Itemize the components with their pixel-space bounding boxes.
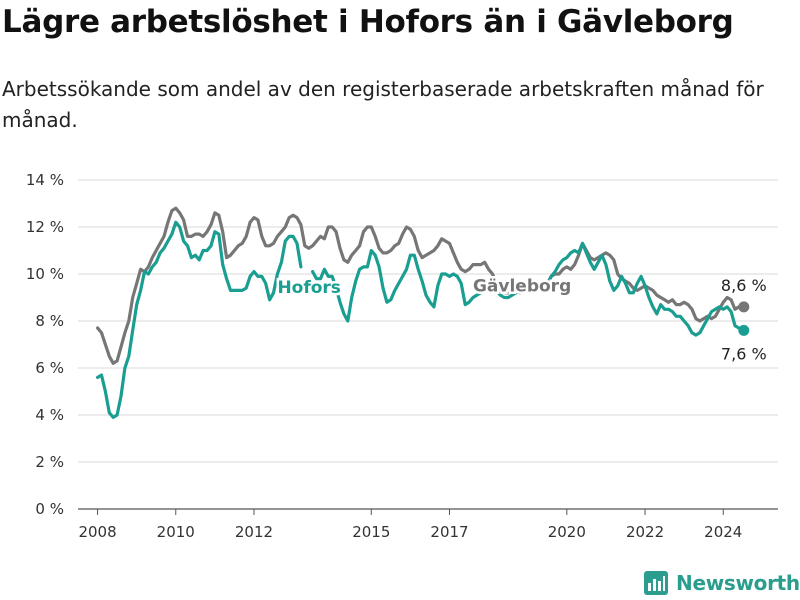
brand-logo: Newsworthy	[644, 568, 800, 598]
y-tick-label: 2 %	[35, 453, 64, 471]
x-tick-label: 2022	[626, 523, 664, 541]
brand-name: Newsworthy	[676, 571, 800, 595]
bar-chart-icon	[644, 571, 668, 595]
y-tick-label: 14 %	[26, 171, 64, 189]
series-name-hofors: Hofors	[277, 278, 340, 298]
x-tick-label: 2020	[548, 523, 586, 541]
y-tick-label: 0 %	[35, 500, 64, 518]
y-tick-label: 6 %	[35, 359, 64, 377]
x-tick-label: 2012	[235, 523, 273, 541]
end-value-gavleborg: 8,6 %	[721, 276, 767, 295]
chart-title: Lägre arbetslöshet i Hofors än i Gävlebo…	[2, 4, 734, 40]
y-tick-label: 4 %	[35, 406, 64, 424]
series-line-hofors	[311, 241, 745, 337]
y-tick-label: 8 %	[35, 312, 64, 330]
x-tick-label: 2024	[704, 523, 742, 541]
end-value-hofors: 7,6 %	[721, 344, 767, 363]
chart-subtitle: Arbetssökande som andel av den registerb…	[2, 77, 764, 132]
y-tick-label: 12 %	[26, 218, 64, 236]
x-tick-label: 2017	[430, 523, 468, 541]
series-line-hofors	[96, 220, 303, 419]
x-tick-label: 2008	[78, 523, 116, 541]
x-tick-label: 2015	[352, 523, 390, 541]
y-tick-label: 10 %	[26, 265, 64, 283]
x-tick-label: 2010	[157, 523, 195, 541]
end-point-hofors	[738, 324, 750, 336]
end-point-gavleborg	[738, 301, 750, 313]
series-name-gavleborg: Gävleborg	[473, 277, 571, 297]
